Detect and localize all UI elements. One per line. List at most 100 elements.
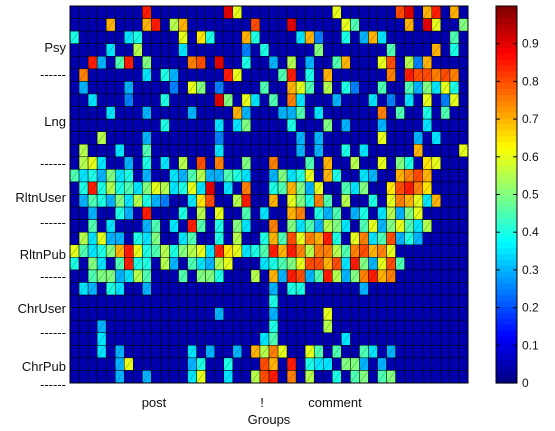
colorbar-strip (496, 306, 517, 313)
cell-diagonal (359, 43, 369, 57)
cell-diagonal (413, 370, 423, 384)
cell-diagonal (314, 320, 324, 333)
cell-diagonal (404, 244, 414, 258)
cell-diagonal (232, 332, 243, 346)
cell-diagonal (431, 118, 442, 132)
cell-diagonal (431, 144, 442, 157)
cell-diagonal (458, 144, 469, 157)
cell-diagonal (332, 181, 342, 195)
cell-diagonal (124, 68, 134, 82)
cell-diagonal (78, 56, 89, 69)
cell-diagonal (413, 144, 423, 157)
cell-diagonal (250, 81, 261, 95)
cell-diagonal (160, 93, 170, 107)
cell-diagonal (259, 169, 270, 183)
cell-diagonal (314, 156, 324, 170)
cell-diagonal (422, 194, 432, 208)
cell-diagonal (78, 320, 89, 333)
cell-diagonal (359, 194, 369, 208)
cell-diagonal (169, 232, 179, 245)
cell-diagonal (142, 370, 152, 384)
colorbar-strip (496, 123, 517, 131)
cell-diagonal (241, 56, 252, 69)
cell-diagonal (124, 219, 134, 233)
cell-diagonal (305, 43, 315, 57)
cell-diagonal (386, 156, 396, 170)
cell-diagonal (377, 194, 387, 208)
cell-diagonal (395, 194, 405, 208)
cell-diagonal (106, 181, 116, 195)
cell-diagonal (241, 181, 252, 195)
cell-diagonal (169, 144, 179, 157)
cell-diagonal (69, 332, 80, 346)
cell-diagonal (142, 332, 152, 346)
y-tick-label: Psy (44, 40, 66, 55)
cell-diagonal (259, 106, 270, 120)
cell-diagonal (431, 93, 442, 107)
cell-diagonal (241, 257, 252, 271)
cell-diagonal (69, 18, 80, 32)
cell-diagonal (458, 43, 469, 57)
cell-diagonal (305, 206, 315, 220)
cell-diagonal (440, 106, 451, 120)
cell-diagonal (133, 219, 143, 233)
cell-diagonal (359, 5, 369, 19)
cell-diagonal (187, 106, 197, 120)
cell-diagonal (87, 345, 98, 358)
cell-diagonal (295, 144, 306, 157)
cell-diagonal (96, 370, 107, 384)
cell-diagonal (78, 244, 89, 258)
cell-diagonal (440, 131, 451, 145)
cell-diagonal (431, 219, 442, 233)
cell-diagonal (268, 194, 279, 208)
cell-diagonal (377, 345, 387, 358)
cell-diagonal (458, 131, 469, 145)
colorbar-strip (496, 176, 517, 184)
cell-diagonal (115, 81, 125, 95)
cell-diagonal (178, 219, 188, 233)
cell-diagonal (169, 43, 179, 57)
cell-diagonal (440, 294, 451, 308)
cell-diagonal (359, 106, 369, 120)
cell-diagonal (277, 307, 288, 321)
cell-diagonal (277, 81, 288, 95)
cell-diagonal (305, 307, 315, 321)
cell-diagonal (314, 181, 324, 195)
cell-diagonal (286, 18, 297, 32)
cell-diagonal (377, 206, 387, 220)
cell-diagonal (160, 357, 170, 371)
cell-diagonal (205, 56, 215, 69)
cell-diagonal (368, 244, 378, 258)
cell-diagonal (187, 232, 197, 245)
cell-diagonal (359, 169, 369, 183)
cell-diagonal (259, 332, 270, 346)
cell-diagonal (78, 68, 89, 82)
cell-diagonal (440, 144, 451, 157)
cell-diagonal (332, 219, 342, 233)
cell-diagonal (341, 232, 351, 245)
cell-diagonal (404, 257, 414, 271)
cell-diagonal (386, 118, 396, 132)
cell-diagonal (223, 206, 233, 220)
cell-diagonal (160, 131, 170, 145)
cell-diagonal (142, 244, 152, 258)
cell-diagonal (106, 31, 116, 44)
cell-diagonal (422, 31, 432, 44)
cell-diagonal (341, 307, 351, 321)
cell-diagonal (413, 131, 423, 145)
colorbar-tick-label: 0.8 (522, 74, 539, 88)
colorbar-strip (496, 165, 517, 172)
cell-diagonal (151, 194, 161, 208)
colorbar-strip (496, 17, 517, 25)
cell-diagonal (323, 144, 333, 157)
cell-diagonal (115, 156, 125, 170)
cell-diagonal (124, 370, 134, 384)
cell-diagonal (187, 156, 197, 170)
x-tick-label: comment (308, 395, 362, 410)
cell-diagonal (341, 31, 351, 44)
cell-diagonal (196, 81, 206, 95)
cell-diagonal (106, 106, 116, 120)
cell-diagonal (87, 31, 98, 44)
cell-diagonal (350, 370, 360, 384)
cell-diagonal (223, 244, 233, 258)
